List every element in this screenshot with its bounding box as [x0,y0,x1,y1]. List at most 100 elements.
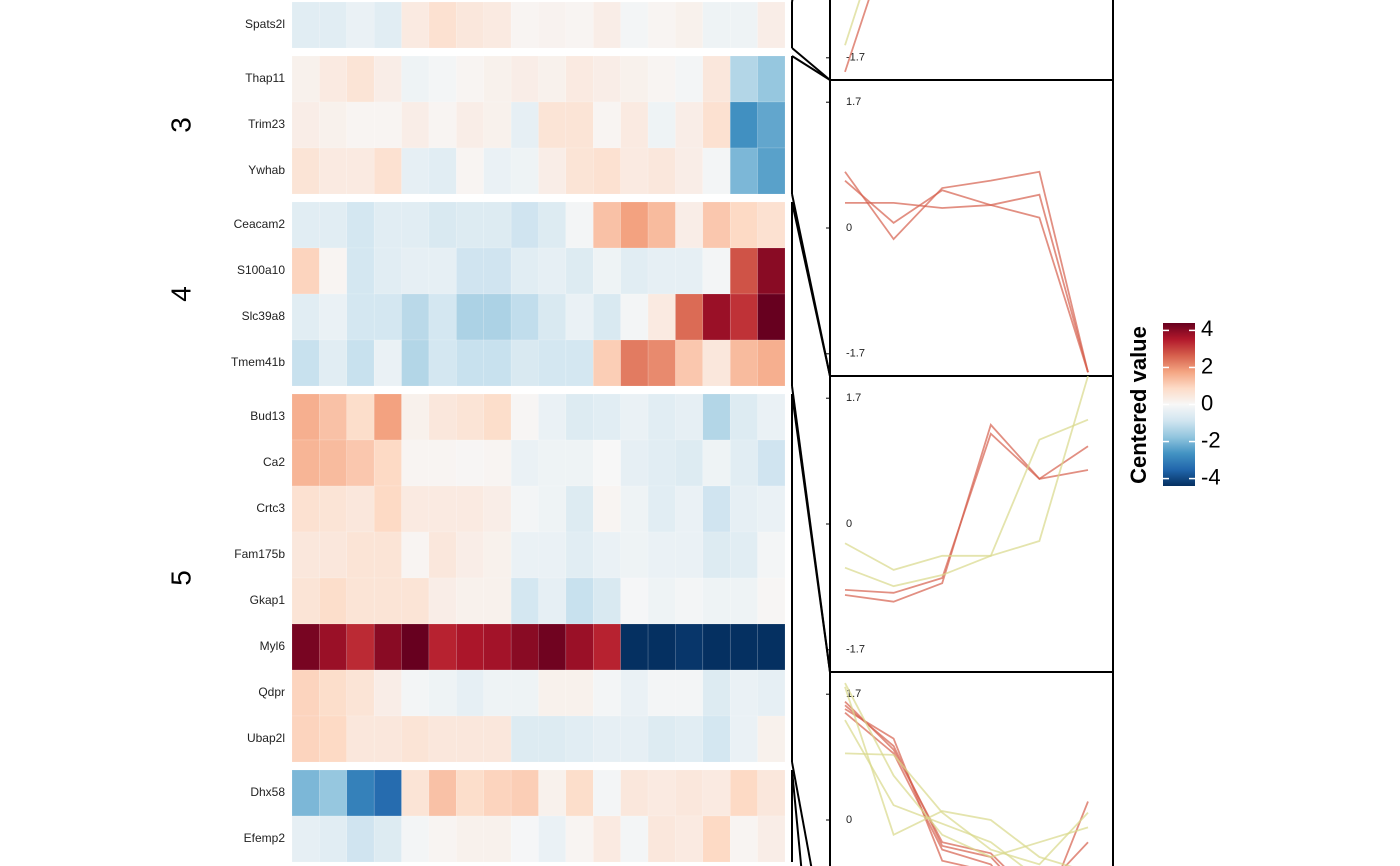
heatmap-cell [456,623,484,671]
heatmap-cell [702,623,731,671]
heatmap-cell [620,339,649,387]
heatmap-cell [428,623,457,671]
heatmap-cell [428,147,457,195]
heatmap-cell [647,485,676,533]
heatmap-cell [675,769,704,817]
heatmap-cell [456,1,484,49]
heatmap-cell [373,623,402,671]
heatmap-cell [319,247,348,295]
heatmap-cell [647,815,676,863]
heatmap-cell [483,485,512,533]
heatmap-cell [593,715,621,763]
heatmap-cell [565,201,594,249]
heatmap-cell [729,201,758,249]
heatmap-cell [729,577,758,625]
heatmap-cell [291,293,320,341]
heatmap-cell [346,1,375,49]
heatmap-cell [702,439,731,487]
heatmap-cell [346,623,375,671]
heatmap-cell [675,147,704,195]
heatmap-cell [647,55,676,103]
heatmap-cell [291,769,320,817]
heatmap-cell [702,147,731,195]
heatmap-cell [565,715,594,763]
heatmap-cell [702,669,731,717]
colorbar-label: -2 [1201,427,1221,452]
heatmap-cell [401,147,430,195]
heatmap-cell [428,247,457,295]
heatmap-cell [510,147,539,195]
heatmap-cell [483,623,512,671]
heatmap-cell [373,669,402,717]
connector [791,201,831,377]
heatmap-cell [373,769,402,817]
profile-line [845,193,1089,373]
row-label: Ceacam2 [234,217,286,231]
heatmap-cell [565,485,594,533]
heatmap-cell [428,201,457,249]
heatmap-cell [538,147,567,195]
row-label: Myl6 [260,639,286,653]
heatmap-cell [593,577,621,625]
heatmap-cell [620,247,649,295]
profile-line [844,0,870,73]
heatmap-cell [675,339,704,387]
heatmap-cell [675,55,704,103]
heatmap-cell [510,101,539,149]
heatmap-cell [291,485,320,533]
row-label: Bud13 [250,409,285,423]
heatmap-cell [291,147,320,195]
heatmap-cell [428,339,457,387]
heatmap-cell [647,339,676,387]
heatmap-cell [702,393,731,441]
heatmap-cell [401,101,430,149]
heatmap-cell [593,669,621,717]
panel-tick-label: 0 [846,222,852,234]
heatmap-cell [510,769,539,817]
heatmap-cell [757,101,786,149]
heatmap-cell [729,147,758,195]
heatmap-cell [565,147,594,195]
heatmap-cell [620,623,649,671]
heatmap-cell [729,531,758,579]
heatmap-cell [483,715,512,763]
heatmap-cell [373,393,402,441]
heatmap-cell [401,201,430,249]
heatmap-cell [675,247,704,295]
heatmap-cell [319,531,348,579]
heatmap-cell [401,623,430,671]
heatmap-cell [647,101,676,149]
heatmap-cell [620,147,649,195]
profile-line [844,376,1089,588]
panel-lines [844,682,1089,866]
heatmap-cell [510,393,539,441]
heatmap-cell [510,669,539,717]
profile-line [844,0,861,46]
heatmap-cell [647,769,676,817]
connector [791,393,831,673]
heatmap-cell [373,531,402,579]
heatmap-cell [620,439,649,487]
heatmap-cell [565,55,594,103]
heatmap-cell [428,439,457,487]
heatmap-cell [373,201,402,249]
heatmap-cell [729,293,758,341]
heatmap-cell [319,101,348,149]
heatmap-cell [620,815,649,863]
heatmap-cell [346,247,375,295]
heatmap-cell [483,393,512,441]
heatmap-cell [373,55,402,103]
profile-line [844,170,1089,373]
heatmap-cell [757,815,786,863]
heatmap-cell [757,1,786,49]
heatmap-cell [757,531,786,579]
heatmap-cell [702,293,731,341]
heatmap-cell [593,623,621,671]
row-label: Ubap2l [247,731,285,745]
heatmap-cell [373,293,402,341]
heatmap-cell [729,623,758,671]
heatmap-cell [593,339,621,387]
heatmap-cell [757,201,786,249]
heatmap-cell [757,147,786,195]
heatmap-cell [702,339,731,387]
